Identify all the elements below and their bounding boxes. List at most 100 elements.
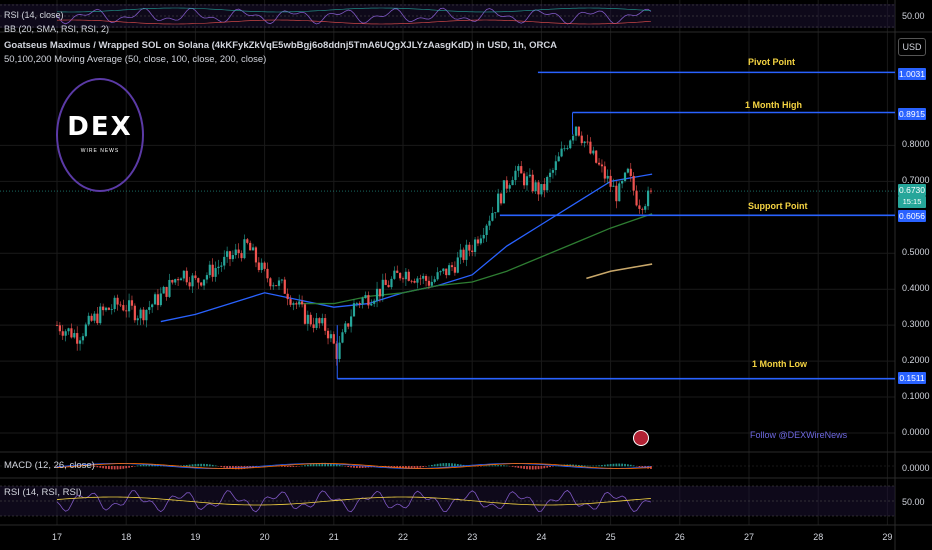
candle-body — [266, 268, 269, 279]
candle-body — [540, 184, 543, 195]
macd-bar — [500, 465, 502, 467]
candle-body — [289, 299, 292, 305]
candle-body — [335, 343, 338, 359]
macd-bar — [229, 466, 231, 469]
candle-body — [499, 193, 503, 204]
candle-body — [162, 286, 165, 294]
candle-body — [321, 318, 324, 324]
candle-body — [589, 141, 592, 154]
candle-body — [93, 313, 96, 321]
candle-body — [396, 270, 399, 273]
candle-body — [586, 141, 589, 143]
candle-body — [246, 239, 249, 243]
macd-bar — [330, 463, 332, 467]
candle-body — [563, 148, 566, 150]
macd-bar — [629, 464, 632, 467]
macd-bar — [347, 466, 350, 468]
macd-bar — [200, 463, 203, 467]
macd-bar — [168, 465, 171, 467]
time-tick-label: 19 — [190, 532, 201, 542]
candle-body — [531, 174, 534, 192]
top-bb-label: BB (20, SMA, RSI, RSI, 2) — [4, 24, 110, 34]
candle-body — [324, 318, 327, 331]
candle-body — [626, 168, 629, 173]
macd-bar — [598, 465, 600, 467]
candle-body — [249, 242, 252, 251]
macd-bar — [615, 463, 618, 467]
macd-bar — [332, 463, 335, 467]
candle-body — [623, 172, 627, 182]
candle-body — [257, 262, 260, 271]
macd-bar — [108, 466, 110, 470]
candle-body — [638, 205, 641, 209]
candle-body — [404, 271, 407, 280]
candle-body — [422, 275, 425, 279]
candle-body — [491, 212, 494, 221]
candle-body — [191, 275, 194, 287]
time-tick-label: 23 — [467, 532, 478, 542]
candle-body — [387, 284, 390, 288]
macd-bar — [572, 464, 575, 467]
currency-button[interactable]: USD — [898, 38, 926, 56]
macd-bar — [304, 465, 306, 467]
macd-bar — [364, 466, 367, 468]
candle-body — [148, 307, 151, 310]
price-tick-label: 0.0000 — [902, 427, 930, 437]
candle-body — [494, 212, 497, 214]
candle-body — [99, 306, 102, 324]
time-tick-label: 17 — [52, 532, 63, 542]
level-lines — [336, 71, 895, 380]
candle-body — [315, 318, 318, 328]
macd-bar — [226, 466, 229, 469]
chart-title: Goatseus Maximus / Wrapped SOL on Solana… — [4, 40, 558, 51]
macd-bar — [338, 464, 341, 467]
candle-body — [361, 298, 364, 305]
macd-bar — [142, 464, 145, 467]
candle-body — [574, 126, 578, 136]
candle-body — [110, 309, 113, 310]
candle-body — [73, 333, 76, 338]
pivot-point-label: Pivot Point — [748, 57, 795, 67]
macd-bar — [390, 466, 393, 468]
macd-bar — [428, 465, 430, 467]
candle-body — [557, 156, 560, 162]
month-low-price-tag: 0.1511 — [898, 372, 926, 384]
candle-body — [410, 280, 413, 282]
candle-body — [560, 148, 563, 157]
macd-bar — [546, 466, 549, 468]
macd-bar — [537, 466, 540, 470]
candle-body — [462, 249, 465, 260]
macd-bar — [269, 465, 272, 467]
macd-bar — [517, 466, 520, 468]
macd-bar — [93, 466, 96, 467]
month-high-price-tag: 0.8915 — [898, 108, 926, 120]
candle-body — [104, 307, 108, 311]
macd-bar — [589, 465, 592, 467]
candle-body — [107, 307, 110, 310]
time-tick-label: 29 — [882, 532, 893, 542]
macd-bar — [627, 464, 629, 467]
candle-body — [517, 166, 520, 171]
candle-body — [84, 324, 87, 337]
candle-body — [300, 301, 304, 305]
macd-bar — [407, 466, 410, 469]
candle-body — [260, 262, 263, 271]
macd-bar — [353, 466, 355, 468]
macd-bar — [419, 466, 422, 468]
macd-bar — [355, 466, 358, 468]
candle-body — [554, 161, 557, 171]
price-tick-label: 0.1000 — [902, 391, 930, 402]
candle-body — [275, 285, 278, 287]
macd-bar — [223, 466, 226, 468]
candle-body — [459, 249, 462, 258]
candle-body — [202, 279, 206, 286]
candle-body — [479, 238, 482, 244]
macd-value: 0.0000 — [902, 463, 930, 473]
candle-body — [208, 264, 211, 276]
price-tick-label: 0.7000 — [902, 175, 930, 186]
candle-body — [142, 309, 145, 321]
candle-body — [569, 140, 572, 149]
macd-bar — [321, 462, 324, 467]
